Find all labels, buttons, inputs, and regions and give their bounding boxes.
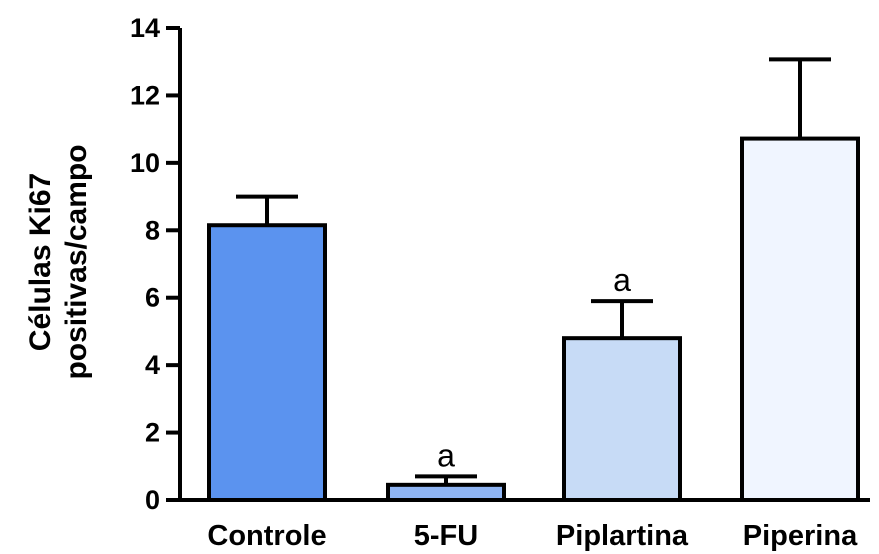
- x-category-label: Piplartina: [556, 520, 689, 552]
- y-axis-title-line-1: Células Ki67: [24, 173, 57, 351]
- x-category-label: Piperina: [743, 520, 858, 552]
- axes-layer: [178, 28, 870, 502]
- bar-controle: [207, 223, 327, 502]
- x-category-labels: Controle 5-FU Piplartina Piperina: [207, 520, 858, 552]
- y-axis-title: Células Ki67 positivas/campo: [24, 144, 93, 379]
- error-bars-layer: [236, 57, 831, 485]
- y-tick-label: 4: [145, 350, 160, 380]
- annotations-layer: aa: [437, 262, 631, 473]
- bar-piperina: [740, 136, 860, 502]
- significance-label: a: [437, 437, 455, 473]
- bar-5-fu: [386, 482, 506, 503]
- y-ticks-layer: 0 2 4 6 8 10 12 14: [130, 13, 180, 515]
- x-category-label: Controle: [207, 520, 326, 552]
- y-tick-label: 6: [145, 283, 160, 313]
- y-tick-label: 0: [145, 485, 160, 515]
- y-axis-title-line-2: positivas/campo: [60, 144, 93, 379]
- significance-label: a: [613, 262, 631, 298]
- x-category-label: 5-FU: [414, 520, 478, 552]
- y-tick-label: 12: [130, 80, 160, 110]
- y-tick-label: 14: [130, 13, 160, 43]
- bars-layer: [207, 136, 860, 503]
- y-tick-label: 2: [145, 418, 160, 448]
- y-tick-label: 10: [130, 148, 160, 178]
- bar-piplartina: [562, 336, 682, 502]
- y-tick-label: 8: [145, 215, 160, 245]
